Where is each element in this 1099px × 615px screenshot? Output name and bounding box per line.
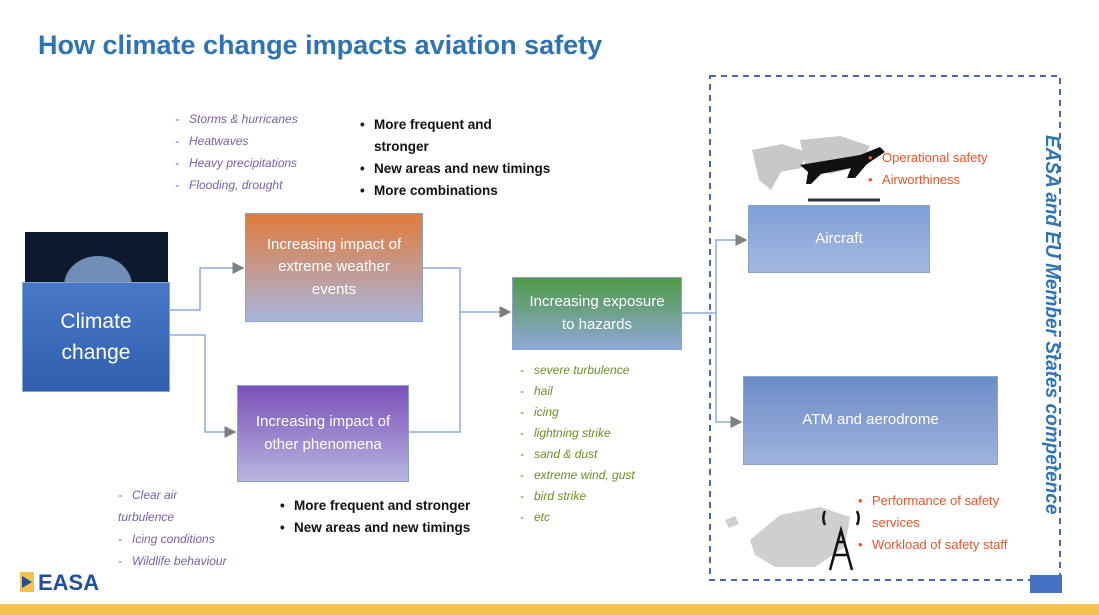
- list-item: severe turbulence: [520, 360, 635, 381]
- footer-bar: [0, 604, 1099, 615]
- list-item: bird strike: [520, 486, 635, 507]
- list-item: sand & dust: [520, 444, 635, 465]
- title: How climate change impacts aviation safe…: [38, 30, 603, 60]
- list-item: Heatwaves: [175, 130, 298, 152]
- aspect: Performance of safety services: [858, 490, 1018, 534]
- list-item: Storms & hurricanes: [175, 108, 298, 130]
- logo-mark-inner: [22, 576, 32, 588]
- aircraft-aspects: Operational safety Airworthiness: [868, 147, 988, 191]
- competence-border: [709, 75, 1061, 581]
- list-item: Heavy precipitations: [175, 152, 298, 174]
- list-item: Wildlife behaviour: [118, 550, 278, 572]
- page-number-box: [1030, 575, 1062, 593]
- note: More combinations: [360, 180, 540, 202]
- list-item: extreme wind, gust: [520, 465, 635, 486]
- list-item: Flooding, drought: [175, 174, 298, 196]
- extreme-events-list: Storms & hurricanes Heatwaves Heavy prec…: [175, 108, 298, 196]
- competence-label: EASA and EU Member States competence: [1041, 135, 1062, 515]
- aspect: Operational safety: [868, 147, 988, 169]
- exposure-node: Increasing exposure to hazards: [512, 277, 682, 350]
- aspect: Airworthiness: [868, 169, 988, 191]
- list-item: etc: [520, 507, 635, 528]
- note: New areas and new timings: [280, 517, 520, 539]
- list-item: Icing conditions: [118, 528, 278, 550]
- list-item: lightning strike: [520, 423, 635, 444]
- hazards-list: severe turbulence hail icing lightning s…: [520, 360, 635, 528]
- aspect: Workload of safety staff: [858, 534, 1018, 556]
- list-item: icing: [520, 402, 635, 423]
- other-node: Increasing impact of other phenomena: [237, 385, 409, 482]
- aircraft-node: Aircraft: [748, 205, 930, 273]
- list-item: Clear air turbulence: [118, 484, 228, 528]
- atm-node: ATM and aerodrome: [743, 376, 998, 465]
- extreme-node: Increasing impact of extreme weather eve…: [245, 213, 423, 322]
- list-item: hail: [520, 381, 635, 402]
- note: More frequent and stronger: [360, 114, 540, 158]
- atm-aspects: Performance of safety services Workload …: [858, 490, 1018, 556]
- plane-icon: [800, 147, 885, 184]
- note: New areas and new timings: [360, 158, 614, 180]
- extreme-notes: More frequent and stronger New areas and…: [360, 114, 550, 202]
- other-phenomena-list: Clear air turbulence Icing conditions Wi…: [118, 484, 228, 572]
- logo-text: EASA: [38, 570, 100, 595]
- europe-map: [725, 507, 850, 567]
- arrows: [170, 234, 748, 438]
- note: More frequent and stronger: [280, 495, 520, 517]
- climate-node: Climate change: [22, 282, 170, 392]
- other-notes: More frequent and stronger New areas and…: [280, 495, 520, 539]
